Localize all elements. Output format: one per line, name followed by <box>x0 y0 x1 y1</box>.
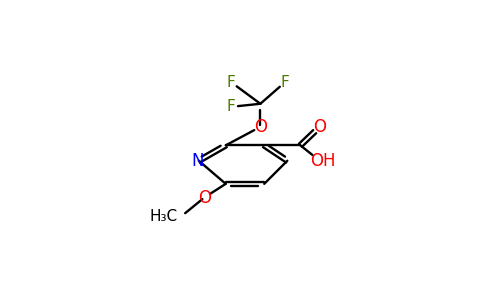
Text: O: O <box>197 189 211 207</box>
Text: OH: OH <box>310 152 335 170</box>
Text: F: F <box>227 99 236 114</box>
Text: O: O <box>254 118 267 136</box>
Text: F: F <box>281 75 289 90</box>
Text: H₃C: H₃C <box>149 209 177 224</box>
Text: O: O <box>313 118 326 136</box>
Text: N: N <box>192 152 204 170</box>
Text: F: F <box>227 75 236 90</box>
